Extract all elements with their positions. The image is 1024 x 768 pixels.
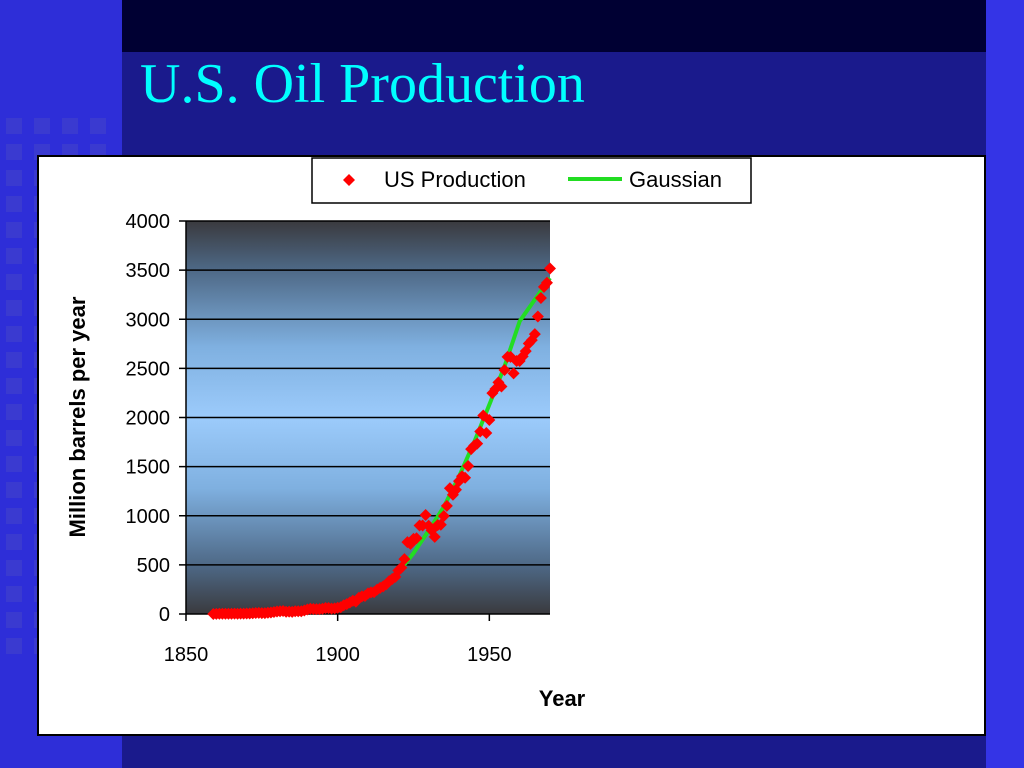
pattern-square — [6, 118, 22, 134]
legend-marker-us-production — [343, 174, 355, 186]
us-production-point — [483, 414, 496, 427]
y-tick-label: 4000 — [126, 211, 171, 233]
pattern-square — [6, 170, 22, 186]
us-production-point — [495, 380, 508, 393]
pattern-square — [6, 612, 22, 628]
us-production-point — [349, 595, 362, 608]
y-axis-title: Million barrels per year — [65, 296, 90, 537]
us-production-point — [528, 328, 541, 341]
us-production-point — [507, 367, 520, 380]
oil-production-chart: 0 500 1000 1500 2000 2500 3000 3500 4000 1850 190… — [65, 157, 752, 711]
x-tick-label: 1950 — [467, 644, 512, 666]
pattern-square — [6, 638, 22, 654]
pattern-square — [6, 586, 22, 602]
pattern-square — [6, 404, 22, 420]
chart-panel: 0 500 1000 1500 2000 2500 3000 3500 4000 1850 190… — [37, 155, 986, 736]
us-production-point — [531, 310, 544, 323]
x-tick-label: 1900 — [315, 644, 360, 666]
gridlines — [186, 220, 550, 566]
y-tick-label: 3500 — [126, 260, 171, 282]
us-production-point — [534, 292, 547, 305]
pattern-square — [6, 196, 22, 212]
pattern-square — [6, 430, 22, 446]
y-tick-label: 2500 — [126, 358, 171, 380]
pattern-square — [6, 352, 22, 368]
us-production-point — [459, 471, 472, 484]
pattern-square — [62, 118, 78, 134]
us-production-point — [428, 530, 441, 543]
pattern-square — [6, 378, 22, 394]
y-tick-label: 500 — [137, 555, 170, 577]
pattern-square — [6, 144, 22, 160]
us-production-point — [498, 363, 511, 376]
pattern-square — [6, 248, 22, 264]
us-production-point — [516, 350, 529, 363]
chart-legend: US Production Gaussian — [311, 157, 752, 204]
us-production-point — [537, 280, 550, 293]
pattern-square — [34, 118, 50, 134]
x-tick-label: 1850 — [164, 644, 209, 666]
y-tick-label: 1500 — [126, 457, 171, 479]
y-tick-label: 0 — [159, 604, 170, 626]
y-tick-label: 3000 — [126, 309, 171, 331]
us-production-point — [440, 499, 453, 512]
pattern-square — [6, 300, 22, 316]
x-axis-title: Year — [539, 686, 586, 711]
us-production-series — [207, 262, 556, 620]
us-production-point — [419, 509, 432, 522]
legend-box — [311, 157, 752, 204]
pattern-square — [6, 534, 22, 550]
x-tick-labels: 1850 1900 1950 — [164, 644, 512, 666]
y-tick-label: 2000 — [126, 408, 171, 430]
us-production-point — [480, 427, 493, 440]
pattern-square — [90, 118, 106, 134]
us-production-point — [544, 262, 556, 275]
y-tick-label: 1000 — [126, 506, 171, 528]
pattern-square — [6, 560, 22, 576]
pattern-square — [6, 456, 22, 472]
pattern-square — [6, 508, 22, 524]
us-production-point — [410, 532, 423, 545]
pattern-square — [6, 482, 22, 498]
us-production-point — [395, 561, 408, 574]
us-production-point — [398, 553, 411, 566]
slide-title: U.S. Oil Production — [140, 53, 585, 115]
legend-label-gaussian: Gaussian — [629, 167, 722, 192]
us-production-point — [540, 276, 553, 289]
us-production-point — [462, 460, 475, 473]
pattern-square — [6, 274, 22, 290]
pattern-square — [6, 326, 22, 342]
us-production-point — [471, 437, 484, 450]
us-production-point — [437, 510, 450, 523]
legend-label-us-production: US Production — [384, 167, 526, 192]
y-tick-labels: 0 500 1000 1500 2000 2500 3000 3500 4000 — [126, 211, 171, 626]
pattern-square — [6, 222, 22, 238]
